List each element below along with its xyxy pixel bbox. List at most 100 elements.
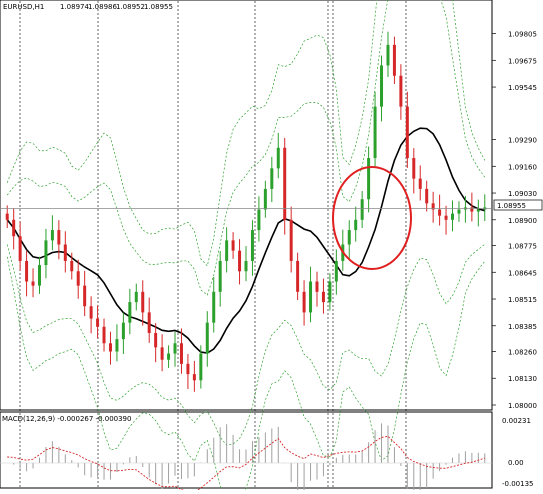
price-tick-label: 1.09030 <box>508 190 537 198</box>
candle-body <box>431 203 435 210</box>
candle-body <box>257 209 261 231</box>
candle-body <box>347 230 351 245</box>
price-tick-label: 1.09545 <box>508 84 537 92</box>
current-price-text: 1.08955 <box>497 202 526 210</box>
chart-high: 1.08986 <box>88 3 117 11</box>
band-line <box>6 256 486 494</box>
candle-body <box>412 158 416 179</box>
price-tick-label: 1.08515 <box>508 296 537 304</box>
candle-body <box>444 215 448 220</box>
candle-body <box>296 260 300 292</box>
candle-body <box>360 199 364 220</box>
candle-body <box>225 240 229 261</box>
band-line <box>6 244 486 446</box>
candles <box>5 31 487 392</box>
price-tick-label: 1.09290 <box>508 137 537 145</box>
candle-body <box>263 188 267 210</box>
candle-body <box>115 339 119 352</box>
candle-body <box>302 291 306 313</box>
price-tick-label: 1.08130 <box>508 375 537 383</box>
candle-body <box>392 44 396 76</box>
price-axis: 1.09805 1.09675 1.09545 1.09290 1.09160 1.090… <box>492 31 537 410</box>
candle-body <box>373 106 377 159</box>
chart-close: 1.08955 <box>144 3 173 11</box>
candle-body <box>5 213 9 220</box>
candle-body <box>134 291 138 303</box>
candle-body <box>418 178 422 189</box>
candle-body <box>147 312 151 333</box>
candle-body <box>31 281 35 286</box>
candle-body <box>238 250 242 272</box>
candle-body <box>309 281 313 313</box>
candle-body <box>44 240 48 266</box>
candle-body <box>438 209 442 216</box>
candle-body <box>199 353 203 381</box>
chart-symbol: EURUSD,H1 <box>3 3 44 11</box>
candle-body <box>70 260 74 272</box>
price-pane-frame <box>0 0 493 411</box>
candle-body <box>457 209 461 214</box>
candle-body <box>328 281 332 303</box>
candle-body <box>37 265 41 286</box>
candle-body <box>476 209 480 212</box>
macd-histogram <box>0 423 492 494</box>
candle-body <box>96 318 100 327</box>
candle-body <box>89 306 93 319</box>
candle-body <box>212 291 216 323</box>
candle-body <box>380 65 384 107</box>
price-tick-label: 1.08385 <box>508 323 537 331</box>
candle-body <box>167 353 171 360</box>
candle-body <box>154 332 158 348</box>
candle-body <box>289 219 293 261</box>
candle-body <box>160 347 164 360</box>
candle-body <box>250 230 254 261</box>
candle-body <box>141 291 145 313</box>
candle-body <box>367 158 371 200</box>
bollinger-bands <box>6 0 486 494</box>
candle-body <box>83 285 87 307</box>
macd-axis: 0.00231 0.00 -0.00135 <box>502 417 533 488</box>
macd-tick-top: 0.00231 <box>502 417 531 425</box>
candle-body <box>205 322 209 354</box>
candle-body <box>63 244 67 261</box>
candle-body <box>425 188 429 204</box>
candle-body <box>57 230 61 245</box>
vertical-grid <box>19 1 407 487</box>
macd-signal-line <box>7 435 485 493</box>
candle-body <box>470 207 474 212</box>
candle-body <box>244 260 248 272</box>
candle-body <box>102 326 106 344</box>
macd-label: MACD(12,26,9) -0.000267 -0.000390 <box>2 415 131 423</box>
chart-open: 1.08974 <box>60 3 89 11</box>
candle-body <box>12 219 16 237</box>
candle-body <box>451 213 455 220</box>
candle-body <box>179 343 183 364</box>
price-tick-label: 1.08645 <box>508 269 537 277</box>
candle-body <box>108 343 112 352</box>
price-tick-label: 1.08260 <box>508 348 537 356</box>
price-tick-label: 1.09160 <box>508 163 537 171</box>
highlight-circle <box>332 166 412 270</box>
candle-body <box>50 230 54 241</box>
price-tick-label: 1.09675 <box>508 57 537 65</box>
candle-body <box>76 271 80 286</box>
candle-body <box>25 260 29 282</box>
candle-body <box>121 322 125 340</box>
price-tick-label: 1.09805 <box>508 31 537 39</box>
macd-tick-bottom: -0.00135 <box>502 480 533 488</box>
price-tick-label: 1.08775 <box>508 243 537 251</box>
current-price-badge: 1.08955 <box>493 199 543 211</box>
moving-average-line <box>6 127 486 354</box>
candle-body <box>173 343 177 354</box>
candle-body <box>192 374 196 381</box>
candle-body <box>276 147 280 169</box>
candle-body <box>128 302 132 323</box>
chart-low: 1.08952 <box>116 3 145 11</box>
candle-body <box>186 363 190 375</box>
candle-body <box>218 260 222 292</box>
candle-body <box>386 44 390 66</box>
candle-body <box>315 281 319 292</box>
candle-body <box>283 147 287 220</box>
